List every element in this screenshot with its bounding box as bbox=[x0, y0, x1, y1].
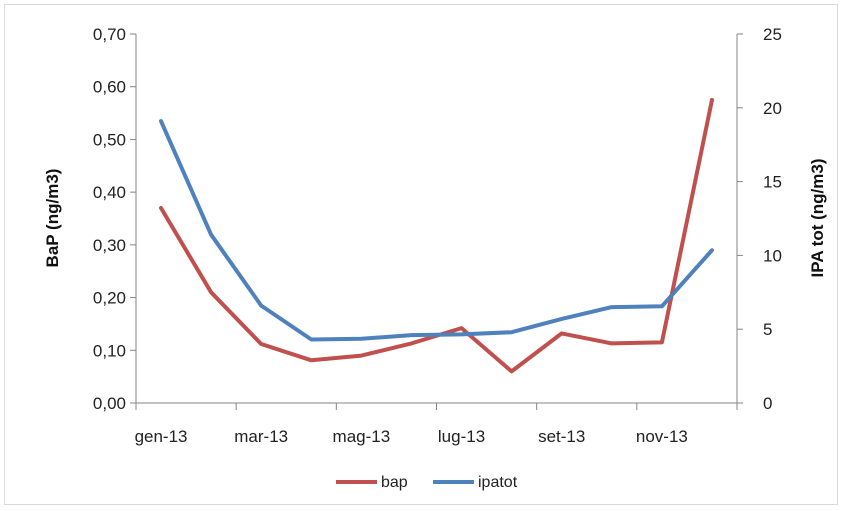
y-right-tick-label: 15 bbox=[763, 173, 782, 192]
axes bbox=[135, 34, 738, 404]
y-left-tick-label: 0,40 bbox=[93, 183, 126, 202]
y-right-tick-label: 0 bbox=[763, 394, 772, 413]
x-tick-label: gen-13 bbox=[135, 427, 188, 446]
y-left-tick-label: 0,10 bbox=[93, 341, 126, 360]
y-right-tick-label: 20 bbox=[763, 99, 782, 118]
y-right-tick-label: 10 bbox=[763, 246, 782, 265]
x-tick-label: mag-13 bbox=[333, 427, 391, 446]
y-left-tick-label: 0,00 bbox=[93, 394, 126, 413]
legend: bap ipatot bbox=[336, 474, 518, 491]
left-axis-ticks: 0,00 0,10 0,20 0,30 0,40 0,50 0,60 0,70 bbox=[93, 25, 136, 413]
x-tick-label: set-13 bbox=[538, 427, 585, 446]
chart-frame bbox=[4, 4, 838, 505]
series-layer bbox=[159, 97, 714, 374]
y-right-tick-label: 25 bbox=[763, 25, 782, 44]
series-line-bap bbox=[159, 97, 714, 374]
x-tick-label: lug-13 bbox=[438, 427, 485, 446]
series-line-ipatot bbox=[159, 119, 714, 342]
y-left-tick-label: 0,60 bbox=[93, 78, 126, 97]
y-axis-left-title: BaP (ng/m3) bbox=[43, 169, 62, 268]
x-axis-ticks: gen-13 mar-13 mag-13 lug-13 set-13 nov-13 bbox=[135, 403, 738, 446]
y-left-tick-label: 0,70 bbox=[93, 25, 126, 44]
y-left-tick-label: 0,50 bbox=[93, 130, 126, 149]
x-tick-label: mar-13 bbox=[234, 427, 288, 446]
x-tick-label: nov-13 bbox=[636, 427, 688, 446]
right-axis-ticks: 0 5 10 15 20 25 bbox=[737, 25, 782, 413]
legend-label-ipatot: ipatot bbox=[478, 474, 518, 491]
y-right-tick-label: 5 bbox=[763, 320, 772, 339]
legend-label-bap: bap bbox=[381, 474, 408, 491]
y-axis-right-title: IPA tot (ng/m3) bbox=[808, 159, 827, 278]
y-left-tick-label: 0,20 bbox=[93, 289, 126, 308]
y-left-tick-label: 0,30 bbox=[93, 236, 126, 255]
